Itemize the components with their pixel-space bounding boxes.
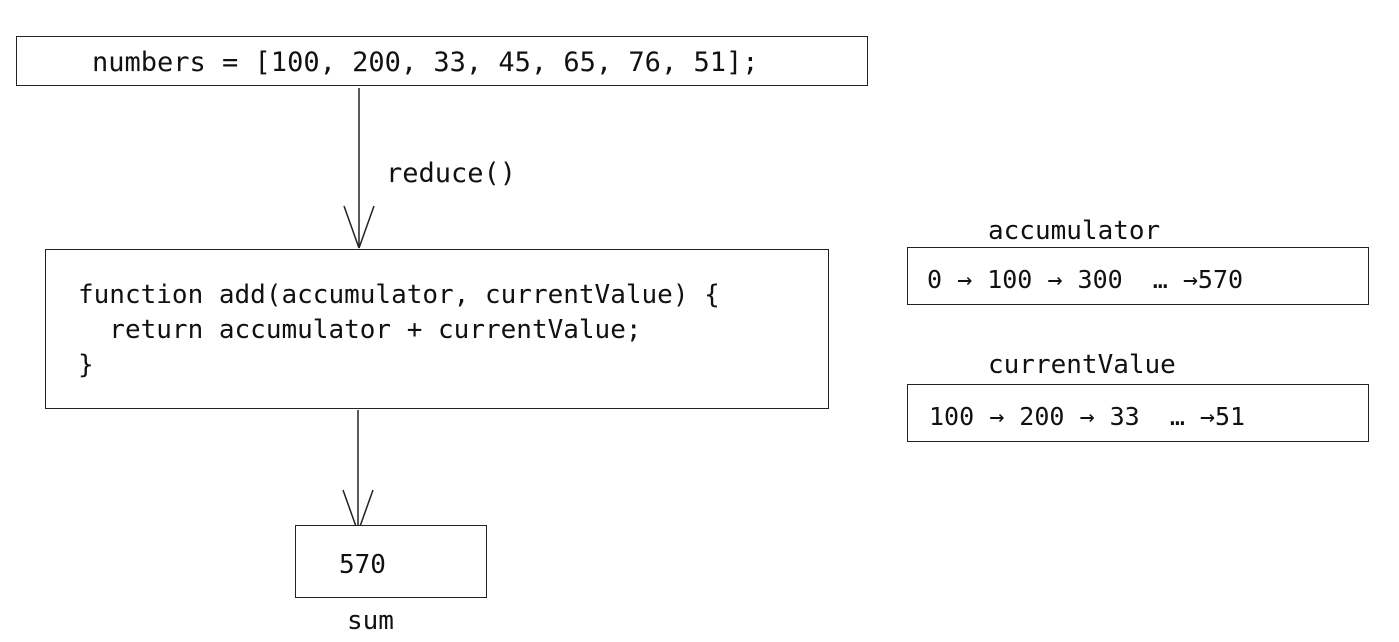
function-signature-line: function add(accumulator, currentValue) … bbox=[78, 280, 720, 310]
numbers-array-box: numbers = [100, 200, 33, 45, 65, 76, 51]… bbox=[16, 36, 868, 86]
reduce-label: reduce() bbox=[386, 158, 517, 189]
accumulator-sequence-box: 0 → 100 → 300 … →570 bbox=[907, 247, 1369, 305]
arrow-function-to-sum bbox=[342, 410, 374, 533]
sum-value: 570 bbox=[339, 550, 386, 580]
numbers-array-code: numbers = [100, 200, 33, 45, 65, 76, 51]… bbox=[92, 47, 759, 78]
function-closing-line: } bbox=[78, 350, 94, 380]
current-value-sequence: 100 → 200 → 33 … →51 bbox=[929, 402, 1246, 431]
current-value-label: currentValue bbox=[988, 350, 1176, 380]
add-function-box: function add(accumulator, currentValue) … bbox=[45, 249, 829, 409]
add-function-code: function add(accumulator, currentValue) … bbox=[78, 278, 720, 383]
current-value-sequence-box: 100 → 200 → 33 … →51 bbox=[907, 384, 1369, 442]
arrow-array-to-function bbox=[343, 88, 375, 249]
accumulator-sequence: 0 → 100 → 300 … →570 bbox=[927, 265, 1244, 294]
accumulator-label: accumulator bbox=[988, 216, 1161, 246]
sum-caption: sum bbox=[347, 606, 394, 636]
sum-result-box: 570 bbox=[295, 525, 487, 598]
function-return-line: return accumulator + currentValue; bbox=[78, 315, 642, 345]
